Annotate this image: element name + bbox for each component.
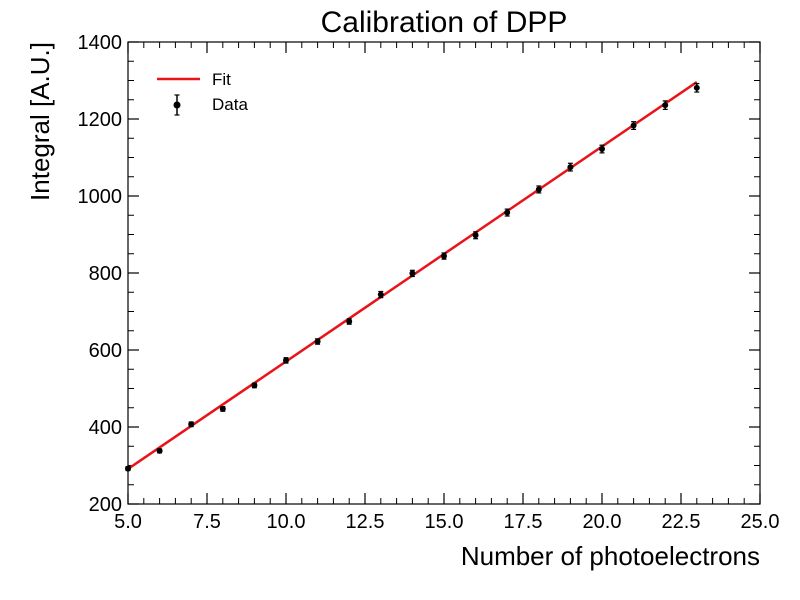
x-tick-label: 22.5	[662, 511, 701, 533]
data-point	[535, 186, 542, 193]
data-point	[188, 421, 195, 428]
legend-data-marker	[173, 101, 181, 109]
data-point	[409, 270, 416, 277]
x-tick-label: 10.0	[267, 511, 306, 533]
plot-content	[125, 81, 700, 472]
data-point	[504, 209, 511, 216]
legend: Fit Data	[157, 70, 248, 116]
data-point	[472, 232, 479, 239]
data-point	[377, 291, 384, 298]
tick-labels: 5.0 7.5 10.0 12.5 15.0 17.5 20.0 22.5 25.0 200 400…	[78, 32, 780, 533]
data-point	[599, 146, 605, 153]
data-point	[662, 102, 669, 109]
data-point	[630, 122, 637, 129]
y-tick-label: 1200	[78, 109, 123, 131]
x-tick-label: 17.5	[504, 511, 543, 533]
y-tick-label: 1000	[78, 186, 123, 208]
x-tick-label: 15.0	[425, 511, 464, 533]
y-tick-label: 600	[89, 340, 122, 362]
data-point	[441, 253, 447, 260]
data-point	[283, 357, 289, 364]
x-tick-label: 12.5	[346, 511, 385, 533]
data-point	[314, 338, 321, 345]
x-tick-label: 5.0	[114, 511, 142, 533]
data-point	[156, 447, 163, 454]
data-point	[693, 84, 700, 91]
x-tick-label: 7.5	[193, 511, 221, 533]
plot-frame	[127, 41, 761, 505]
x-tick-label: 25.0	[741, 511, 780, 533]
data-point	[251, 382, 258, 389]
data-point	[219, 405, 226, 412]
chart-title: Calibration of DPP	[321, 6, 568, 39]
legend-fit-label: Fit	[212, 70, 231, 89]
data-point	[567, 164, 574, 171]
y-tick-label: 400	[89, 417, 122, 439]
y-axis-label: Integral [A.U.]	[25, 42, 55, 201]
x-tick-label: 20.0	[583, 511, 622, 533]
y-tick-label: 200	[89, 494, 122, 516]
data-point	[346, 318, 353, 325]
x-axis-label: Number of photoelectrons	[461, 541, 760, 571]
legend-data-label: Data	[212, 95, 248, 114]
y-tick-label: 800	[89, 263, 122, 285]
y-tick-label: 1400	[78, 32, 123, 54]
